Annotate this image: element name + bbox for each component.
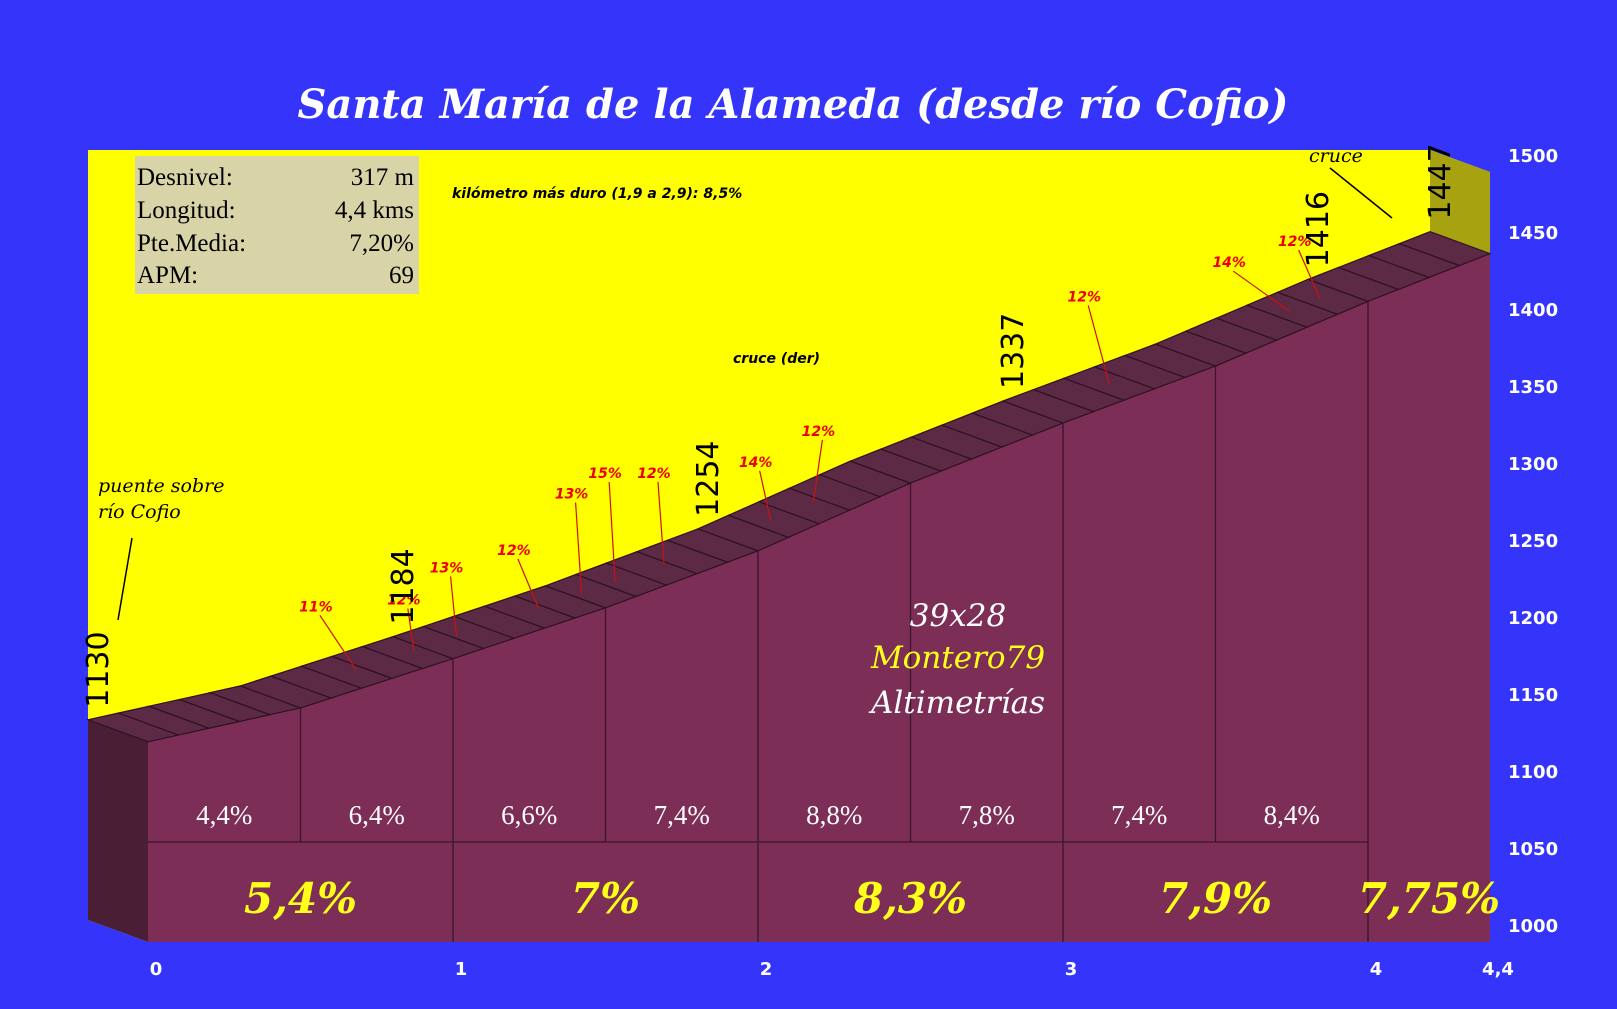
gradient-label: 12% <box>1067 290 1101 306</box>
gradient-label: 13% <box>555 487 589 503</box>
stat-label-pendiente: Pte.Media: <box>137 230 246 257</box>
x-tick-label: 3 <box>1065 959 1078 980</box>
start-note-line1: puente sobre <box>98 475 224 497</box>
gradient-leader <box>1087 305 1110 384</box>
segment-km-label: 7% <box>571 874 640 923</box>
stat-value-longitud: 4,4 kms <box>335 197 414 224</box>
credit-gear: 39x28 <box>910 598 1006 634</box>
segment-500m-label: 7,4% <box>1111 800 1167 830</box>
gradient-leader <box>449 576 458 637</box>
segment-km-label: 8,3% <box>853 874 967 923</box>
profile-left-wall <box>88 719 148 942</box>
profile-front <box>88 253 1490 942</box>
gradient-leader <box>608 481 616 583</box>
gradient-label: 14% <box>739 455 773 471</box>
profile-top-slice <box>1397 230 1492 267</box>
y-tick-label: 1400 <box>1508 300 1558 321</box>
profile-dividers <box>148 301 1369 942</box>
gradient-label: 12% <box>802 424 836 440</box>
segment-labels: 4,4% 6,4% 6,6% 7,4% 8,8% 7,8% 7,4% 8,4% 5,4% 7% 8,… <box>196 800 1500 923</box>
hardest-km-note: kilómetro más duro (1,9 a 2,9): 8,5% <box>452 186 742 202</box>
gradient-label: 12% <box>497 543 531 559</box>
elevation-label: 1447 <box>1423 143 1458 219</box>
gradient-label: 12% <box>387 593 421 609</box>
gradient-leader <box>407 608 415 651</box>
axis-labels: 0 1 2 3 4 4,4 1000 1050 1100 1150 1200 1250 1300 1350… <box>150 146 1558 980</box>
stat-value-desnivel: 317 m <box>351 164 415 191</box>
elevation-label: 1337 <box>996 313 1031 389</box>
gradient-marks: 11% 12% 13% 12% 13% 15% 12% 14% 12% 12% 14% 12% <box>299 234 1321 670</box>
x-tick-label: 1 <box>455 959 468 980</box>
segment-500m-label: 8,8% <box>806 800 862 830</box>
segment-500m-label: 4,4% <box>196 800 252 830</box>
gradient-label: 15% <box>588 466 622 482</box>
cruce-der-note: cruce (der) <box>733 351 820 367</box>
y-tick-label: 1100 <box>1508 762 1558 783</box>
segment-km-label: 5,4% <box>244 874 357 923</box>
x-tick-label: 0 <box>150 959 163 980</box>
gradient-leader <box>812 439 823 502</box>
segment-km-label: 7,75% <box>1358 874 1500 923</box>
stats-box <box>135 156 419 294</box>
y-tick-label: 1350 <box>1508 377 1558 398</box>
stat-label-apm: APM: <box>137 262 198 289</box>
y-tick-label: 1450 <box>1508 223 1558 244</box>
y-tick-label: 1050 <box>1508 839 1558 860</box>
elevation-label: 1254 <box>691 440 726 516</box>
gradient-leader <box>1232 270 1290 312</box>
gradient-label: 13% <box>430 560 464 576</box>
cruce-top-leader <box>1329 167 1393 219</box>
y-tick-label: 1150 <box>1508 685 1558 706</box>
cruce-top-note: cruce <box>1309 145 1363 167</box>
gradient-leader <box>759 470 772 521</box>
y-tick-label: 1300 <box>1508 454 1558 475</box>
segment-500m-label: 8,4% <box>1264 800 1320 830</box>
elevation-label: 1130 <box>81 631 116 707</box>
y-tick-label: 1250 <box>1508 531 1558 552</box>
x-tick-label: 4,4 <box>1482 959 1514 980</box>
start-note-leader <box>117 537 133 621</box>
stat-label-desnivel: Desnivel: <box>137 164 233 191</box>
gradient-label: 12% <box>1278 234 1312 250</box>
profile-front-face <box>148 253 1490 942</box>
gradient-leader <box>319 614 357 670</box>
credit-author: Montero79 <box>870 640 1045 676</box>
gradient-leader <box>1298 249 1321 299</box>
stat-value-pendiente: 7,20% <box>349 230 414 257</box>
segment-500m-label: 6,4% <box>349 800 405 830</box>
gradient-label: 12% <box>637 466 671 482</box>
elevation-labels: 1130 1184 1254 1337 1416 1447 <box>81 143 1458 708</box>
gradient-leader <box>517 558 540 610</box>
segment-km-label: 7,9% <box>1159 874 1272 923</box>
gradient-leader <box>657 481 665 564</box>
x-tick-label: 2 <box>760 959 773 980</box>
stat-label-longitud: Longitud: <box>137 197 236 224</box>
credit-site: Altimetrías <box>868 685 1045 721</box>
stat-value-apm: 69 <box>389 262 414 289</box>
sky-right-wall <box>1430 150 1490 255</box>
gradient-label: 11% <box>299 599 333 615</box>
y-tick-label: 1200 <box>1508 608 1558 629</box>
segment-500m-label: 6,6% <box>501 800 557 830</box>
x-tick-label: 4 <box>1370 959 1383 980</box>
y-tick-label: 1000 <box>1508 916 1558 937</box>
profile-top <box>85 230 1492 743</box>
elevation-label: 1416 <box>1301 191 1336 267</box>
gradient-label: 14% <box>1212 255 1246 271</box>
segment-500m-label: 7,8% <box>959 800 1015 830</box>
elevation-label: 1184 <box>386 548 421 624</box>
chart-title: Santa María de la Alameda (desde río Cof… <box>298 81 1289 128</box>
segment-500m-label: 7,4% <box>654 800 710 830</box>
gradient-leader <box>575 502 583 595</box>
y-tick-label: 1500 <box>1508 146 1558 167</box>
start-note-line2: río Cofio <box>98 501 181 523</box>
